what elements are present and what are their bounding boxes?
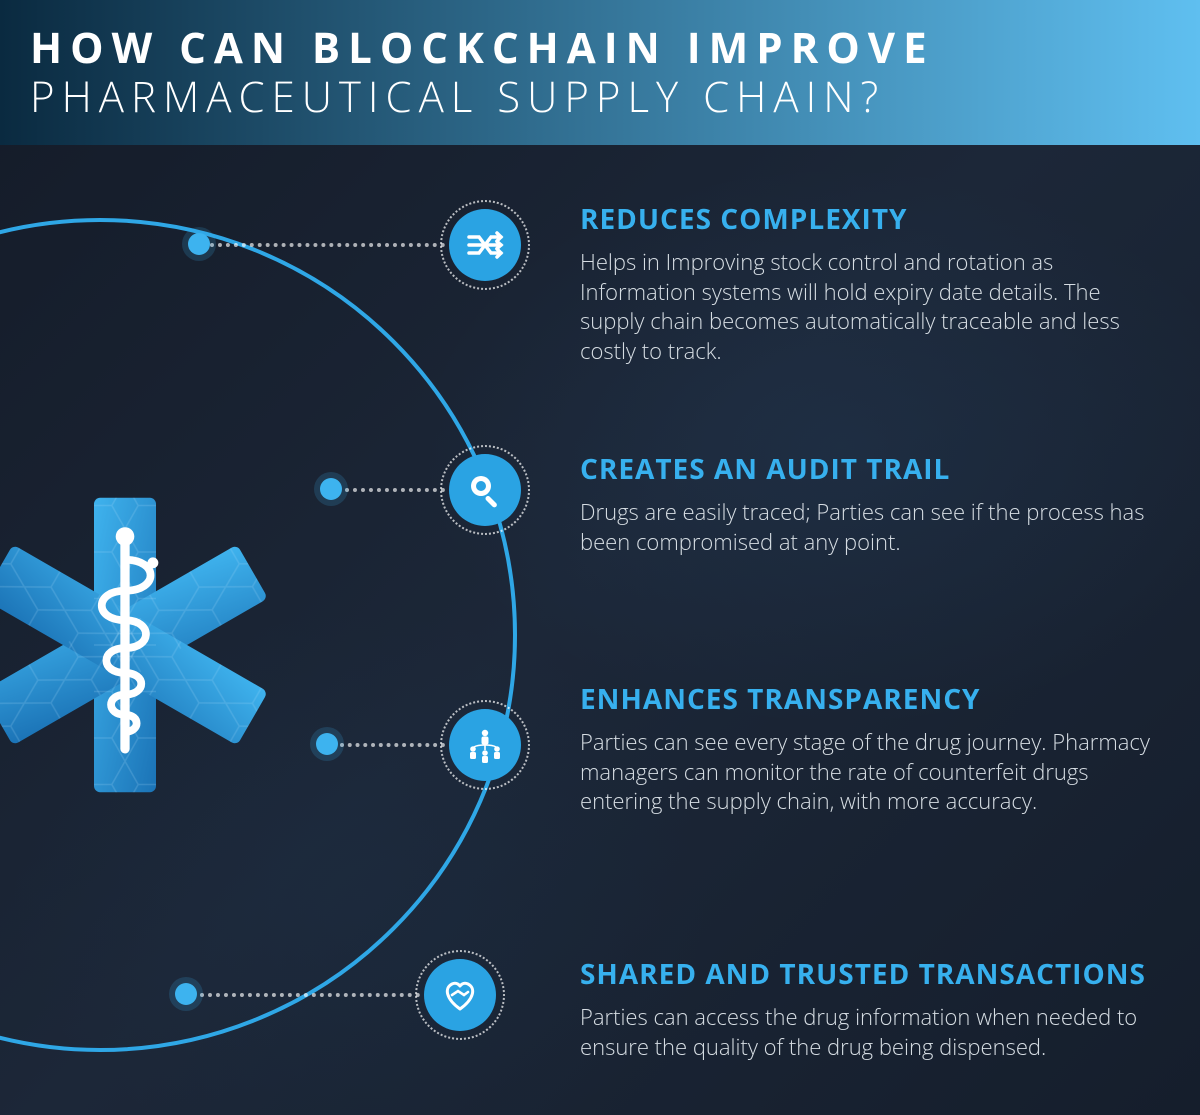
connector-0 [210,243,445,247]
benefit-body: Parties can access the drug information … [580,1003,1160,1062]
interlace-icon [463,223,507,267]
benefit-icon-1 [440,445,530,535]
benefit-title: SHARED AND TRUSTED TRANSACTIONS [580,955,1160,993]
connector-3 [200,993,420,997]
benefit-icon-3 [415,950,505,1040]
benefit-title: REDUCES COMPLEXITY [580,200,1160,238]
arc-dot-0 [188,233,210,255]
benefit-body: Parties can see every stage of the drug … [580,728,1160,817]
benefit-title: ENHANCES TRANSPARENCY [580,680,1160,718]
arc-dot-2 [316,733,338,755]
arc-dot-3 [175,983,197,1005]
header-banner: HOW CAN BLOCKCHAIN IMPROVE PHARMACEUTICA… [0,0,1200,145]
benefit-icon-2 [440,700,530,790]
magnifier-icon [463,468,507,512]
benefit-3: SHARED AND TRUSTED TRANSACTIONS Parties … [580,955,1160,1062]
benefit-icon-0 [440,200,530,290]
header-title-line2: PHARMACEUTICAL SUPPLY CHAIN? [30,73,1170,121]
benefit-title: CREATES AN AUDIT TRAIL [580,450,1160,488]
benefit-1: CREATES AN AUDIT TRAIL Drugs are easily … [580,450,1160,557]
people-icon [463,723,507,767]
benefit-body: Drugs are easily traced; Parties can see… [580,498,1160,557]
header-title-line1: HOW CAN BLOCKCHAIN IMPROVE [30,24,1170,72]
main-graphic: REDUCES COMPLEXITY Helps in Improving st… [0,145,1200,1115]
connector-1 [345,488,445,492]
benefit-0: REDUCES COMPLEXITY Helps in Improving st… [580,200,1160,367]
benefit-2: ENHANCES TRANSPARENCY Parties can see ev… [580,680,1160,817]
connector-2 [340,743,445,747]
handshake-heart-icon [438,973,482,1017]
arc-dot-1 [320,478,342,500]
medical-symbol [0,490,280,800]
benefit-body: Helps in Improving stock control and rot… [580,248,1160,367]
